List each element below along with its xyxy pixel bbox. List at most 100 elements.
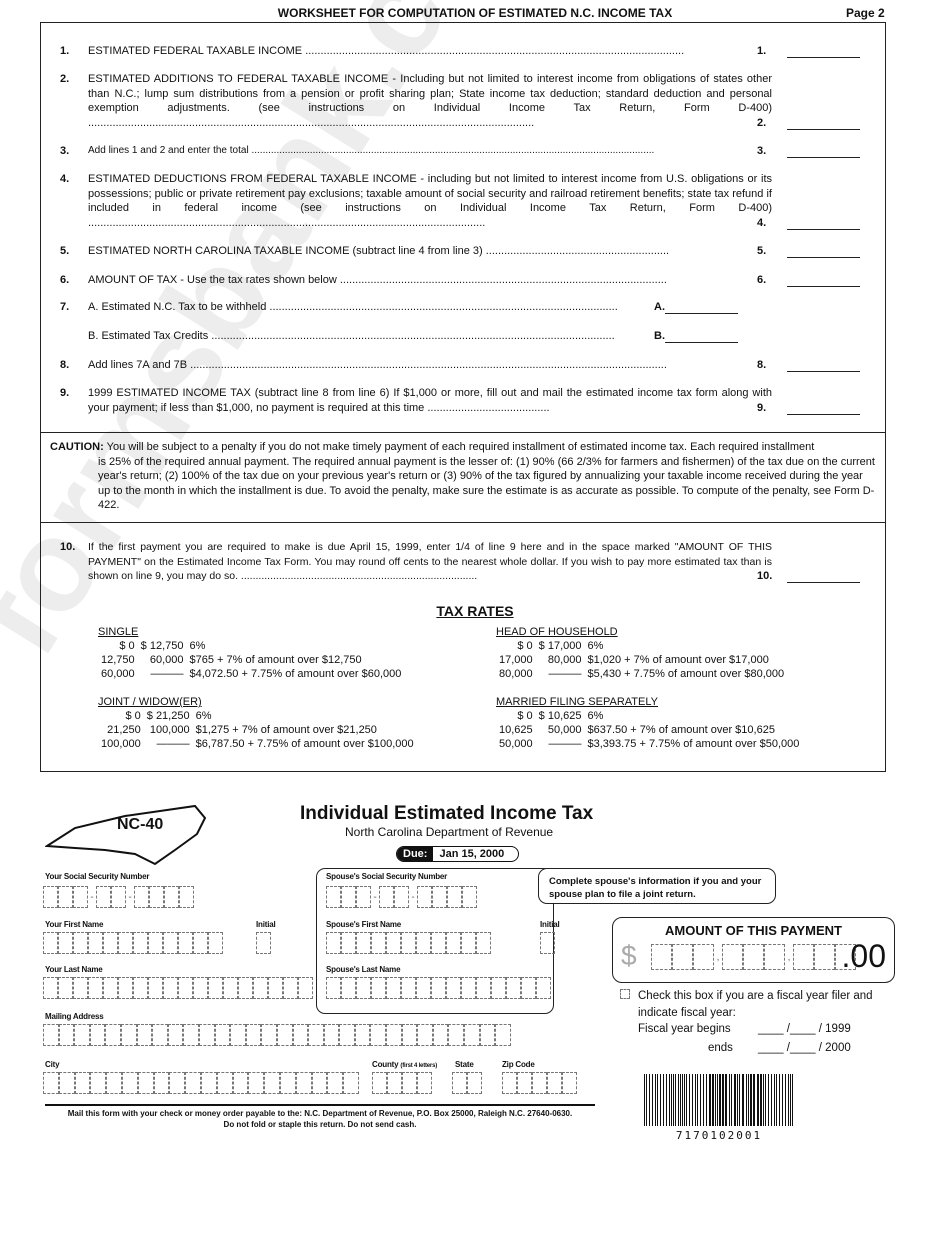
line-entry[interactable] (787, 244, 860, 258)
line-entry[interactable] (787, 116, 860, 130)
tax-rate-row: 17,000 80,000 $1,020 + 7% of amount over $… (496, 653, 787, 667)
line-entry[interactable] (787, 401, 860, 415)
tax-rate-cell: 6% (195, 710, 212, 722)
fiscal-ends-input[interactable]: ____ /____ / 2000 (758, 1042, 851, 1054)
tax-rate-cell: 100,000 (149, 724, 190, 736)
tax-rate-cell: $ 12,750 (140, 640, 184, 652)
fiscal-begins-input[interactable]: ____ /____ / 1999 (758, 1023, 851, 1035)
tax-rates-title: TAX RATES (436, 603, 514, 619)
barcode-bar (665, 1074, 667, 1126)
barcode-bar (734, 1074, 736, 1126)
amount-title: AMOUNT OF THIS PAYMENT (665, 923, 842, 938)
ssn-input[interactable]: -- (43, 886, 194, 908)
ssn-label: Your Social Security Number (45, 872, 150, 881)
spouse-last-name-input[interactable] (326, 977, 551, 999)
tax-rate-cell: 12,750 (101, 654, 135, 666)
tax-rate-cell: $6,787.50 + 7.75% of amount over $100,00… (195, 738, 414, 750)
tax-rate-row: $ 0 $ 10,625 6% (496, 709, 802, 723)
tax-rate-cell: 10,625 (499, 724, 533, 736)
line-text: ESTIMATED NORTH CAROLINA TAXABLE INCOME … (88, 245, 670, 257)
tax-rate-cell: 60,000 (101, 668, 135, 680)
tax-rate-cell: ——— (548, 668, 582, 680)
worksheet-box (40, 22, 886, 772)
due-badge: Due: Jan 15, 2000 (396, 846, 520, 862)
barcode-bar (750, 1074, 752, 1126)
county-note: (first 4 letters) (400, 1063, 438, 1069)
tax-rate-cell: $765 + 7% of amount over $12,750 (189, 654, 362, 666)
barcode-bar (705, 1074, 707, 1126)
barcode-bar (702, 1074, 704, 1126)
county-label: County (first 4 letters) (372, 1060, 437, 1069)
spouse-ssn-label: Spouse's Social Security Number (326, 872, 448, 881)
line-entry[interactable] (787, 358, 860, 372)
barcode-bar (754, 1074, 756, 1126)
page-number: Page 2 (846, 6, 885, 20)
fiscal-year-checkbox[interactable] (620, 989, 630, 999)
line-text: A. Estimated N.C. Tax to be withheld ...… (88, 301, 618, 313)
line-number: 8. (60, 359, 70, 371)
caution-first: You will be subject to a penalty if you … (106, 441, 815, 453)
first-name-label: Your First Name (45, 920, 104, 929)
amount-input[interactable]: ,, (651, 944, 856, 970)
line-text: ESTIMATED FEDERAL TAXABLE INCOME .......… (88, 45, 685, 57)
barcode-bar (742, 1074, 744, 1126)
line-number: 9. (60, 387, 70, 399)
barcode-bar (656, 1074, 658, 1126)
tax-rate-cell: ——— (156, 738, 190, 750)
last-name-input[interactable] (43, 977, 313, 999)
line-10-entry[interactable] (787, 569, 860, 583)
tax-rate-cell: 50,000 (547, 724, 582, 736)
spouse-initial-label: Initial (540, 920, 560, 929)
tax-rate-cell: $ 21,250 (146, 710, 190, 722)
city-input[interactable] (43, 1072, 359, 1094)
barcode-bar (778, 1074, 781, 1126)
barcode-bar (672, 1074, 674, 1126)
spouse-ssn-input[interactable]: -- (326, 886, 477, 908)
barcode-bar (784, 1074, 786, 1126)
line-entry[interactable] (787, 273, 860, 287)
barcode-number: 7170102001 (675, 1129, 763, 1142)
barcode-bar (696, 1074, 699, 1126)
line-text: B. Estimated Tax Credits ...............… (88, 330, 615, 342)
barcode-bar (725, 1074, 727, 1126)
tax-rate-heading: Married Filing Separately (496, 696, 658, 708)
line-entry[interactable] (665, 329, 738, 343)
spouse-first-name-input[interactable] (326, 932, 491, 954)
initial-input[interactable] (256, 932, 271, 954)
zip-input[interactable] (502, 1072, 577, 1094)
line-ref: 4. (757, 217, 767, 229)
divider (40, 522, 886, 523)
spouse-initial-input[interactable] (540, 932, 555, 954)
zip-label: Zip Code (502, 1060, 535, 1069)
tax-rate-table: Single $ 0 $ 12,750 6% 12,750 60,000 $765 + 7%… (98, 625, 404, 681)
line-ref: 8. (757, 359, 767, 371)
line-entry[interactable] (787, 216, 860, 230)
barcode-bar (710, 1074, 712, 1126)
line-number: 1. (60, 45, 70, 57)
tax-rate-heading: Single (98, 626, 139, 638)
barcode-bar (712, 1074, 714, 1126)
tax-rate-cell: $ 10,625 (538, 710, 582, 722)
tax-rate-row: 12,750 60,000 $765 + 7% of amount over $12… (98, 653, 404, 667)
nc-state-logo: NC-40 (43, 798, 210, 873)
line-entry[interactable] (665, 300, 738, 314)
tax-rate-cell: $5,430 + 7.75% of amount over $80,000 (587, 668, 785, 680)
tax-rate-cell: 6% (587, 710, 604, 722)
first-name-input[interactable] (43, 932, 223, 954)
fiscal-ends-label: ends (708, 1042, 733, 1054)
tax-rate-cell: $ 0 (125, 710, 141, 722)
tax-rate-cell: 6% (189, 640, 206, 652)
form-title: Individual Estimated Income Tax (300, 803, 594, 824)
county-input[interactable] (372, 1072, 432, 1094)
tax-rate-cell: 17,000 (499, 654, 533, 666)
line-number: 7. (60, 301, 70, 313)
spouse-last-name-label: Spouse's Last Name (326, 965, 401, 974)
barcode-bar (644, 1074, 646, 1126)
state-input[interactable] (452, 1072, 482, 1094)
worksheet-title: WORKSHEET FOR COMPUTATION OF ESTIMATED N… (277, 6, 673, 20)
line-number: 2. (60, 73, 70, 85)
barcode-bar (681, 1074, 684, 1126)
line-entry[interactable] (787, 144, 860, 158)
address-input[interactable] (43, 1024, 511, 1046)
line-entry[interactable] (787, 44, 860, 58)
